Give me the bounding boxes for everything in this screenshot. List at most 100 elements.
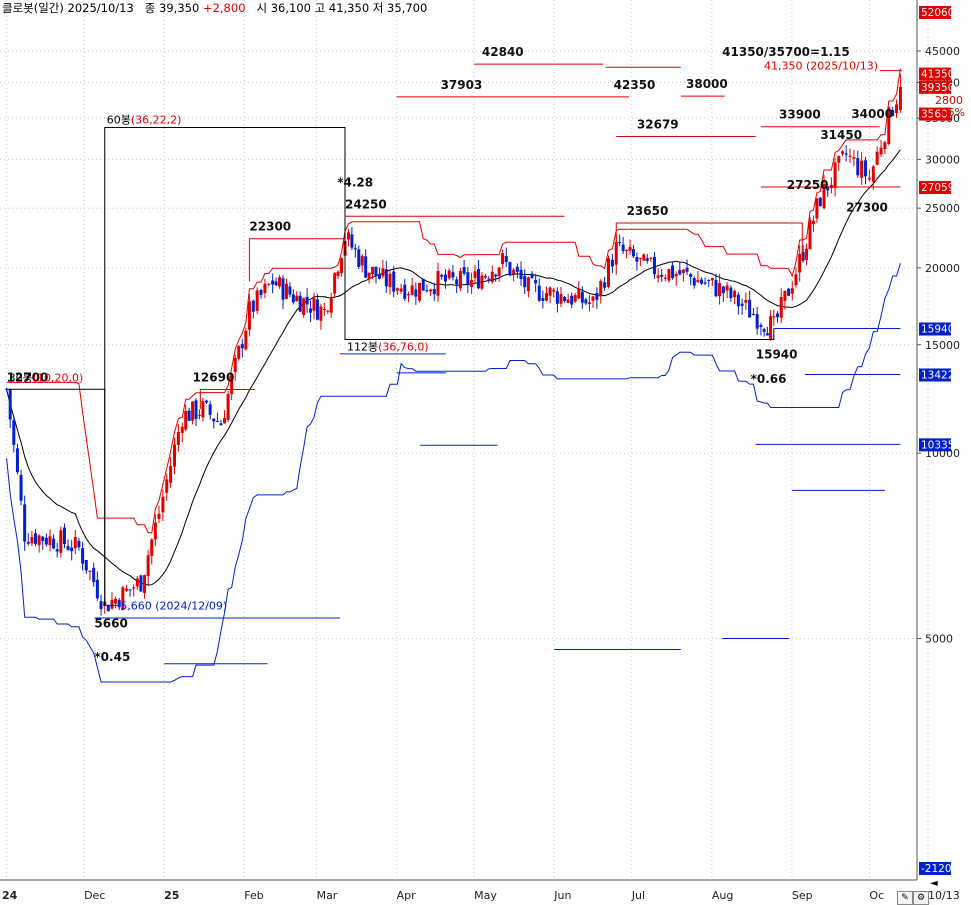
candle-55: [205, 399, 209, 404]
candle-body: [573, 295, 577, 302]
edit-icon[interactable]: ✎: [897, 891, 913, 905]
candle-137: [497, 266, 501, 282]
candle-210: [762, 327, 766, 337]
candle-body: [618, 241, 622, 243]
chart-header: 클로봇(일간) 2025/10/13 종 39,350 +2,800 시 36,…: [2, 0, 427, 16]
candle-body: [88, 570, 92, 572]
candle-47: [176, 423, 180, 452]
candle-99: [360, 254, 364, 273]
ratio-note: 41350/35700=1.15: [722, 45, 850, 59]
candle-body: [864, 160, 868, 177]
settings-icon[interactable]: ⚙: [913, 891, 929, 905]
candle-145: [526, 276, 530, 298]
candle-31: [117, 597, 121, 610]
candle-body: [191, 401, 195, 421]
candle-body: [663, 277, 667, 279]
candle-body: [267, 283, 271, 285]
candle-230: [833, 157, 837, 197]
candle-136: [494, 273, 498, 282]
candle-163: [591, 295, 595, 308]
candle-body: [395, 288, 399, 291]
candle-211: [765, 326, 769, 336]
candle-100: [364, 249, 368, 279]
candle-body: [187, 410, 191, 421]
candle-62: [230, 373, 234, 401]
candle-69: [255, 287, 259, 315]
candle-body: [729, 287, 733, 299]
candle-body: [288, 286, 292, 295]
x-tick-Jul: Jul: [631, 889, 645, 902]
level-lines: [6, 63, 901, 665]
candle-body: [128, 589, 132, 591]
candle-119: [432, 282, 436, 301]
candle-body: [15, 448, 19, 473]
candle-body: [515, 266, 519, 272]
candle-body: [336, 271, 340, 277]
candle-201: [729, 285, 733, 303]
x-axis: 24 Dec 25 Feb Mar Apr May Jun Jul Aug Sep Oc 10/13: [2, 889, 960, 902]
candle-73: [271, 273, 275, 294]
candle-body: [689, 273, 693, 277]
candle-body: [667, 269, 671, 281]
price-label-42350: 42350: [614, 78, 656, 92]
candle-59: [219, 419, 223, 426]
candle-32: [121, 585, 125, 611]
candle-183: [663, 274, 667, 282]
price-label-12700: 12700: [7, 370, 49, 384]
candle-body: [139, 575, 143, 592]
candle-body: [440, 274, 444, 277]
candle-112: [406, 291, 410, 303]
candle-body: [470, 280, 474, 287]
x-tick-Dec: Dec: [84, 889, 105, 902]
candle-23: [88, 570, 92, 581]
price-label-38000: 38000: [686, 77, 728, 91]
candle-4: [19, 469, 23, 506]
candle-body: [255, 290, 259, 311]
candle-34: [128, 589, 132, 597]
candle-body: [295, 295, 299, 301]
candle-130: [473, 264, 477, 284]
candle-76: [281, 275, 285, 310]
candle-body: [388, 273, 392, 288]
candle-body: [247, 301, 251, 330]
candle-body: [114, 598, 118, 604]
candle-29: [110, 592, 114, 610]
candle-134: [487, 276, 491, 284]
candle-19: [73, 530, 77, 555]
candle-body: [34, 533, 38, 544]
marker-10335: [919, 438, 951, 452]
candle-236: [856, 150, 860, 178]
candle-227: [822, 175, 826, 210]
candle-body: [779, 296, 783, 318]
price-label-24250: 24250: [345, 197, 387, 211]
multiplier-note-4-28: *4.28: [337, 176, 373, 190]
candle-body: [298, 295, 302, 312]
candle-body: [798, 253, 802, 273]
candle-body: [751, 314, 755, 316]
candle-191: [692, 276, 696, 289]
candle-21: [81, 541, 85, 571]
candle-body: [815, 198, 819, 219]
candle-body: [315, 299, 319, 320]
candle-51: [191, 401, 195, 425]
candle-body: [44, 537, 48, 545]
candle-body: [826, 186, 830, 191]
candle-109: [395, 287, 399, 295]
candle-body: [501, 253, 505, 265]
candle-body: [725, 285, 729, 291]
candle-body: [48, 536, 52, 546]
candle-body: [66, 546, 70, 550]
candle-229: [829, 177, 833, 194]
candle-body: [473, 271, 477, 279]
candle-123: [447, 268, 451, 280]
box-label-name: 30봉: [9, 371, 33, 384]
candle-61: [226, 390, 230, 423]
candle-body: [244, 330, 248, 350]
scroll-left-icon[interactable]: ◄: [930, 878, 938, 889]
box-label-params: (36,22,2): [131, 114, 182, 127]
candle-89: [326, 309, 330, 315]
candle-92: [336, 270, 340, 280]
low-marker: 5,660 (2024/12/09): [120, 599, 227, 612]
